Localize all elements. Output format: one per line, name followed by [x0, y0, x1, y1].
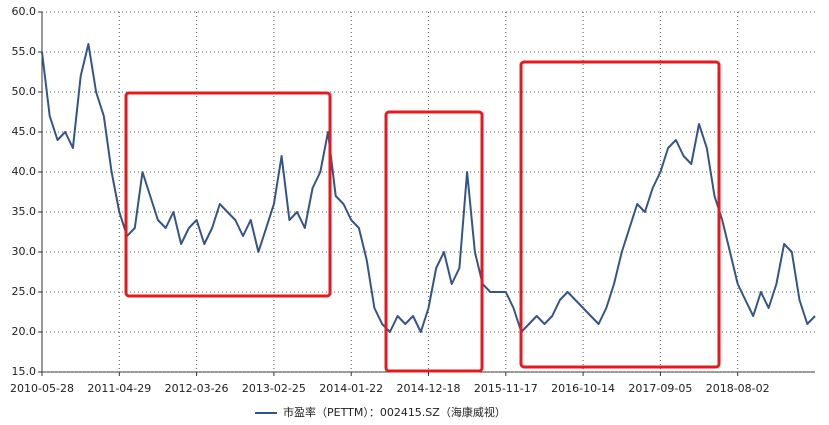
x-tick-label: 2018-08-02 — [706, 382, 770, 395]
x-tick-label: 2016-10-14 — [551, 382, 615, 395]
legend-label: 市盈率（PETTM）：002415.SZ（海康威视） — [283, 405, 506, 419]
y-tick-label: 30.0 — [12, 245, 37, 258]
y-tick-label: 35.0 — [12, 205, 37, 218]
x-tick-label: 2017-09-05 — [628, 382, 692, 395]
x-tick-label: 2011-04-29 — [87, 382, 151, 395]
x-tick-label: 2013-02-25 — [242, 382, 306, 395]
x-tick-label: 2010-05-28 — [10, 382, 74, 395]
y-tick-label: 50.0 — [12, 85, 37, 98]
y-tick-label: 25.0 — [12, 285, 37, 298]
highlight-box — [519, 60, 721, 369]
highlight-box — [384, 110, 484, 373]
plot — [41, 43, 816, 333]
y-tick-label: 40.0 — [12, 165, 37, 178]
y-tick-label: 55.0 — [12, 45, 37, 58]
data-line — [41, 43, 816, 333]
x-tick-label: 2014-12-18 — [397, 382, 461, 395]
x-tick-label: 2014-01-22 — [319, 382, 383, 395]
grid — [42, 11, 815, 373]
y-tick-label: 45.0 — [12, 125, 37, 138]
x-tick-label: 2012-03-26 — [165, 382, 229, 395]
y-tick-label: 15.0 — [12, 365, 37, 378]
highlight-box — [124, 91, 332, 298]
x-tick-label: 2015-11-17 — [474, 382, 538, 395]
y-tick-label: 60.0 — [12, 5, 37, 18]
y-tick-label: 20.0 — [12, 325, 37, 338]
